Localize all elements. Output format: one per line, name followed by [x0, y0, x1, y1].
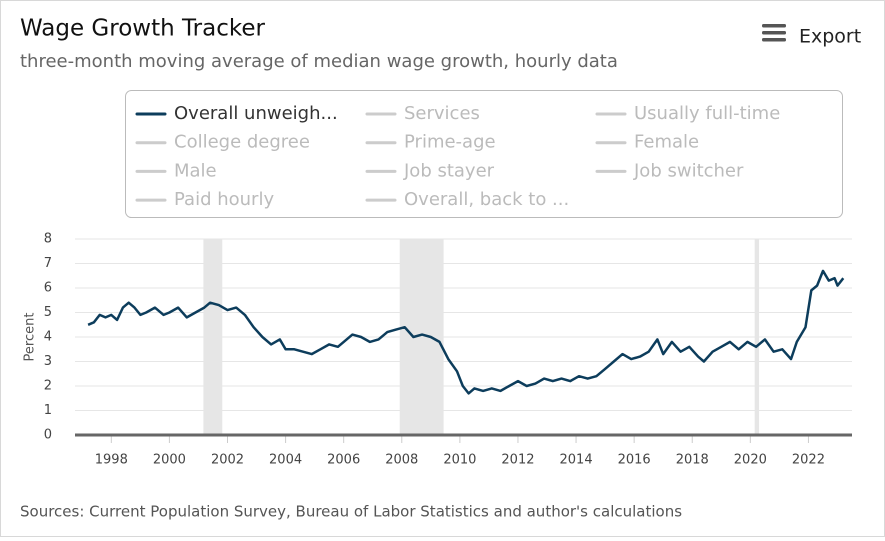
- y-tick-label: 7: [44, 256, 52, 271]
- legend-item[interactable]: Overall unweigh...: [174, 103, 338, 124]
- chart-subtitle: three-month moving average of median wag…: [20, 51, 618, 72]
- legend-item[interactable]: Usually full-time: [634, 103, 780, 124]
- legend-item[interactable]: Job stayer: [403, 160, 495, 181]
- legend-item[interactable]: Prime-age: [404, 132, 496, 153]
- menu-icon: [762, 31, 786, 35]
- x-tick-label: 2018: [676, 453, 709, 468]
- x-tick-label: 2016: [618, 453, 651, 468]
- y-axis-label: Percent: [23, 313, 38, 362]
- y-tick-label: 2: [44, 379, 52, 394]
- x-tick-label: 2010: [443, 453, 476, 468]
- y-tick-label: 0: [44, 428, 52, 443]
- legend-item[interactable]: College degree: [174, 132, 310, 153]
- legend-item[interactable]: Overall, back to ...: [404, 189, 569, 210]
- legend-item[interactable]: Male: [174, 160, 217, 181]
- chart-title: Wage Growth Tracker: [20, 16, 266, 42]
- legend-item[interactable]: Job switcher: [633, 160, 744, 181]
- x-tick-label: 2022: [792, 453, 825, 468]
- y-tick-label: 6: [44, 281, 52, 296]
- legend-item[interactable]: Paid hourly: [174, 189, 274, 210]
- export-button[interactable]: Export: [762, 24, 861, 48]
- y-tick-label: 1: [44, 403, 52, 418]
- legend-item[interactable]: Services: [404, 103, 480, 124]
- menu-icon: [762, 38, 786, 42]
- x-tick-label: 1998: [95, 453, 128, 468]
- export-label[interactable]: Export: [799, 26, 861, 48]
- x-tick-label: 2020: [734, 453, 767, 468]
- x-tick-label: 2000: [153, 453, 186, 468]
- x-tick-label: 2006: [327, 453, 360, 468]
- data-line: [87, 269, 845, 395]
- source-note: Sources: Current Population Survey, Bure…: [20, 503, 682, 521]
- x-tick-label: 2014: [560, 453, 593, 468]
- y-tick-label: 3: [44, 354, 52, 369]
- x-tick-label: 2004: [269, 453, 302, 468]
- x-tick-label: 2002: [211, 453, 244, 468]
- legend-item[interactable]: Female: [634, 132, 699, 153]
- x-tick-label: 2008: [385, 453, 418, 468]
- legend-box: [125, 90, 843, 218]
- y-tick-label: 8: [44, 232, 52, 247]
- menu-icon: [762, 24, 786, 28]
- x-tick-label: 2012: [501, 453, 534, 468]
- y-tick-label: 5: [44, 305, 52, 320]
- y-tick-label: 4: [44, 330, 52, 345]
